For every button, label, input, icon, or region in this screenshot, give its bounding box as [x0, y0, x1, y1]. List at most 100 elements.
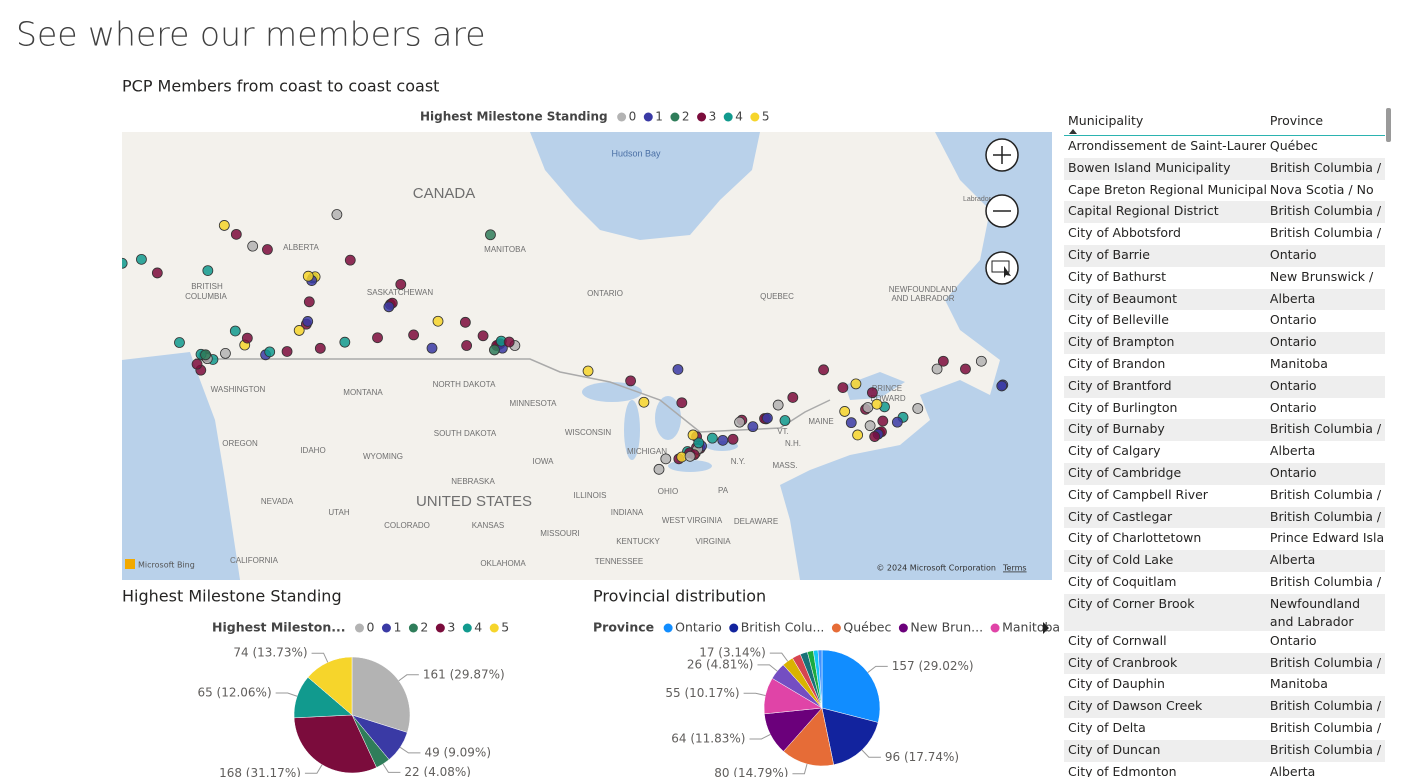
- table-row: City of Castlegar British Columbia /: [1064, 506, 1385, 529]
- table-row: City of Calgary Alberta: [1064, 441, 1385, 463]
- member-point: [477, 330, 489, 342]
- leader-line: [867, 665, 888, 673]
- table-cell: British Columbia /: [1269, 573, 1382, 589]
- map-label: MICHIGAN: [627, 447, 667, 456]
- table-cell: City of Burnaby: [1068, 421, 1165, 437]
- map-label: ALBERTA: [283, 243, 319, 252]
- table-cell: City of Barrie: [1068, 246, 1150, 262]
- scrollbar[interactable]: [1386, 108, 1391, 142]
- legend-swatch: [354, 623, 364, 633]
- map-label: MISSOURI: [540, 529, 580, 538]
- map-label: NEWFOUNDLAND: [889, 285, 958, 294]
- member-point: [426, 342, 438, 354]
- member-point: [314, 342, 326, 354]
- table-row: City of Barrie Ontario: [1064, 244, 1385, 267]
- member-point: [871, 398, 883, 410]
- legend-label: Ontario: [675, 620, 722, 635]
- leader-line: [861, 749, 881, 758]
- member-point: [787, 392, 799, 403]
- map-label: CANADA: [413, 185, 476, 202]
- table-row: City of Burnaby British Columbia /: [1064, 419, 1385, 442]
- legend-swatch: [831, 623, 841, 633]
- member-point: [202, 265, 214, 277]
- table-cell: City of Bathurst: [1068, 268, 1167, 284]
- legend-label: 0: [366, 620, 374, 635]
- member-point: [489, 344, 500, 356]
- leader-line: [792, 763, 808, 775]
- member-point: [864, 420, 876, 432]
- legend-swatch: [898, 623, 908, 633]
- legend-swatch: [643, 112, 653, 122]
- table-cell: City of Beaumont: [1068, 290, 1177, 306]
- map-label: WEST VIRGINIA: [662, 516, 723, 525]
- legend-swatch: [462, 623, 472, 633]
- table-row: City of Brampton Ontario: [1064, 332, 1385, 354]
- legend-swatch: [435, 623, 445, 633]
- map-label: N.H.: [785, 439, 801, 448]
- legend-label: Manitoba: [1002, 620, 1060, 635]
- legend-title: Highest Milestone Standing: [420, 110, 608, 124]
- map-label: WYOMING: [363, 452, 403, 461]
- member-point: [912, 403, 924, 414]
- map-label: IDAHO: [300, 446, 325, 455]
- member-point: [839, 406, 851, 417]
- table-cell: Alberta: [1269, 290, 1316, 306]
- legend-next[interactable]: [1043, 622, 1049, 634]
- map-label: SASKATCHEWAN: [367, 288, 433, 297]
- legend-swatch: [729, 623, 739, 633]
- border: [195, 358, 831, 433]
- map-label: WASHINGTON: [211, 385, 266, 394]
- table-cell: Ontario: [1269, 632, 1317, 648]
- member-point: [869, 431, 881, 442]
- table-row: City of Cornwall Ontario: [1064, 631, 1385, 653]
- table-cell: City of Brantford: [1068, 377, 1172, 393]
- legend-label: 4: [474, 620, 482, 635]
- table-row: City of Coquitlam British Columbia /: [1064, 572, 1385, 594]
- table-cell: Alberta: [1269, 763, 1316, 777]
- map-label: ONTARIO: [587, 289, 623, 298]
- zoom-out[interactable]: [985, 194, 1019, 228]
- map-terms[interactable]: Terms: [1002, 564, 1027, 573]
- leader-line: [399, 746, 421, 754]
- table-cell: Capital Regional District: [1068, 203, 1219, 219]
- leader-line: [749, 733, 771, 740]
- member-point: [734, 416, 745, 428]
- data-label: 49 (9.09%): [424, 745, 491, 759]
- leader-line: [382, 763, 401, 773]
- legend-swatch: [489, 623, 499, 633]
- table-cell: City of Cranbrook: [1068, 654, 1178, 670]
- member-point: [151, 267, 163, 279]
- map-label: NEBRASKA: [451, 477, 495, 486]
- map-label: TENNESSEE: [595, 557, 643, 566]
- column-header[interactable]: Province: [1269, 113, 1324, 128]
- table-cell: British Columbia /: [1269, 225, 1382, 241]
- pie-chart: Province Ontario British Colu... Québec New …: [593, 620, 1060, 777]
- member-point: [687, 429, 699, 441]
- legend-title: Highest Mileston...: [212, 620, 345, 635]
- pie-slice: [821, 649, 881, 723]
- member-point: [262, 244, 273, 255]
- map-label: PRINCE: [872, 384, 902, 393]
- member-point: [706, 432, 718, 444]
- map-label: NORTH DAKOTA: [433, 380, 496, 389]
- bing-logo: [125, 559, 135, 569]
- member-point: [302, 270, 314, 282]
- column-header[interactable]: Municipality: [1068, 113, 1144, 128]
- table-cell: Québec: [1269, 138, 1318, 153]
- pie-title: Provincial distribution: [593, 587, 766, 606]
- table-cell: Manitoba: [1269, 676, 1328, 692]
- table-cell: Ontario: [1269, 377, 1317, 393]
- table-row: City of Corner Brook Newfoundland and Lab…: [1064, 593, 1385, 631]
- member-point: [850, 378, 862, 390]
- zoom-in[interactable]: [985, 138, 1019, 172]
- table-row: City of Delta British Columbia /: [1064, 718, 1385, 740]
- member-point: [344, 254, 356, 266]
- map-label: MAINE: [808, 417, 833, 426]
- select-tool[interactable]: [985, 251, 1019, 285]
- table-cell: Cape Breton Regional Municipality: [1068, 181, 1266, 197]
- member-point: [281, 346, 293, 357]
- legend-swatch: [723, 112, 733, 122]
- table-cell: City of Castlegar: [1068, 508, 1173, 524]
- member-point: [717, 434, 729, 446]
